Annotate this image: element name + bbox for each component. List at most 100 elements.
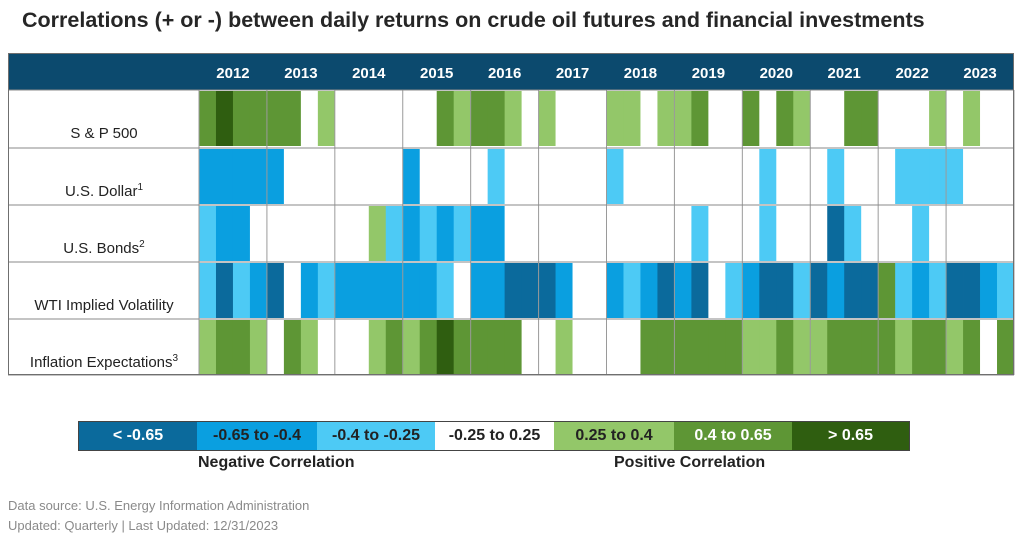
heatmap-cell (470, 320, 489, 375)
heatmap-cell (232, 91, 251, 146)
heatmap-cell (861, 91, 879, 146)
heatmap-cell (470, 206, 489, 261)
heatmap-cell (385, 263, 404, 318)
year-label: 2016 (488, 65, 521, 82)
heatmap-cell (640, 263, 658, 318)
heatmap-cell (657, 263, 675, 318)
heatmap-cell (572, 206, 590, 261)
heatmap-cell (283, 263, 302, 318)
row-label: WTI Implied Volatility (34, 297, 174, 314)
heatmap-cell (385, 91, 404, 146)
heatmap-cell (997, 263, 1015, 318)
heatmap-cell (504, 91, 523, 146)
year-label: 2022 (895, 65, 928, 82)
heatmap-cell (555, 91, 573, 146)
heatmap-cell (997, 320, 1015, 375)
heatmap-cell (215, 206, 234, 261)
heatmap-cell (538, 149, 556, 204)
heatmap-cell (844, 149, 862, 204)
heatmap-cell (199, 263, 217, 318)
heatmap-cell (844, 320, 862, 375)
heatmap-cell (283, 206, 302, 261)
data-source-note: Data source: U.S. Energy Information Adm… (8, 498, 310, 513)
heatmap-cell (334, 149, 353, 204)
heatmap-cell (402, 206, 421, 261)
heatmap-cell (453, 263, 472, 318)
heatmap-cell (199, 320, 217, 375)
heatmap-cell (215, 263, 234, 318)
heatmap-cell (266, 263, 285, 318)
heatmap-cell (317, 263, 336, 318)
heatmap-cell (912, 206, 930, 261)
year-label: 2020 (760, 65, 793, 82)
heatmap-cell (368, 206, 387, 261)
heatmap-cell (878, 263, 896, 318)
chart-title: Correlations (+ or -) between daily retu… (22, 8, 925, 32)
heatmap-cell (742, 149, 760, 204)
heatmap-cell (946, 91, 964, 146)
heatmap-cell (912, 149, 930, 204)
heatmap-cell (470, 91, 489, 146)
heatmap-cell (436, 206, 455, 261)
heatmap-cell (895, 206, 913, 261)
heatmap-cell (249, 320, 268, 375)
heatmap-cell (776, 320, 794, 375)
heatmap-cell (538, 320, 556, 375)
heatmap-cell (521, 149, 539, 204)
heatmap-cell (810, 206, 828, 261)
heatmap-cell (878, 149, 896, 204)
heatmap-cell (521, 91, 539, 146)
heatmap-cell (300, 149, 319, 204)
row-label: U.S. Bonds2 (63, 239, 145, 257)
heatmap-cell (827, 263, 845, 318)
heatmap-cell (895, 91, 913, 146)
heatmap-cell (691, 206, 709, 261)
heatmap-cell (487, 320, 506, 375)
heatmap-cell (606, 206, 624, 261)
heatmap-cell (249, 91, 268, 146)
heatmap-cell (691, 149, 709, 204)
heatmap-cell (283, 320, 302, 375)
heatmap-cell (980, 91, 998, 146)
heatmap-cell (317, 320, 336, 375)
heatmap-cell (878, 206, 896, 261)
heatmap-cell (895, 149, 913, 204)
heatmap-cell (691, 320, 709, 375)
heatmap-cell (844, 263, 862, 318)
heatmap-cell (708, 263, 726, 318)
legend-item: -0.65 to -0.4 (197, 422, 317, 450)
heatmap-cell (470, 149, 489, 204)
heatmap-cell (657, 149, 675, 204)
heatmap-cell (436, 320, 455, 375)
heatmap-cell (844, 206, 862, 261)
heatmap-cell (521, 206, 539, 261)
heatmap-cell (521, 320, 539, 375)
heatmap-cell (419, 149, 438, 204)
heatmap-cell (725, 206, 743, 261)
heatmap-cell (861, 263, 879, 318)
heatmap-cell (402, 263, 421, 318)
heatmap-cell (232, 263, 251, 318)
positive-correlation-label: Positive Correlation (614, 454, 766, 471)
heatmap-cell (623, 91, 641, 146)
heatmap-cell (844, 91, 862, 146)
heatmap-cell (351, 263, 370, 318)
heatmap-cell (963, 206, 981, 261)
heatmap-cell (640, 206, 658, 261)
legend-item: > 0.65 (792, 422, 909, 450)
heatmap-cell (215, 320, 234, 375)
heatmap-cell (589, 320, 607, 375)
heatmap-cell (912, 320, 930, 375)
heatmap-cell (810, 263, 828, 318)
heatmap-cell (861, 206, 879, 261)
heatmap-cell (249, 263, 268, 318)
heatmap-cell (504, 149, 523, 204)
heatmap-cell (725, 320, 743, 375)
heatmap-cell (199, 149, 217, 204)
heatmap-cell (300, 91, 319, 146)
heatmap-cell (385, 320, 404, 375)
heatmap-cell (606, 320, 624, 375)
heatmap-cell (368, 91, 387, 146)
legend-item: < -0.65 (79, 422, 197, 450)
heatmap-cell (827, 149, 845, 204)
